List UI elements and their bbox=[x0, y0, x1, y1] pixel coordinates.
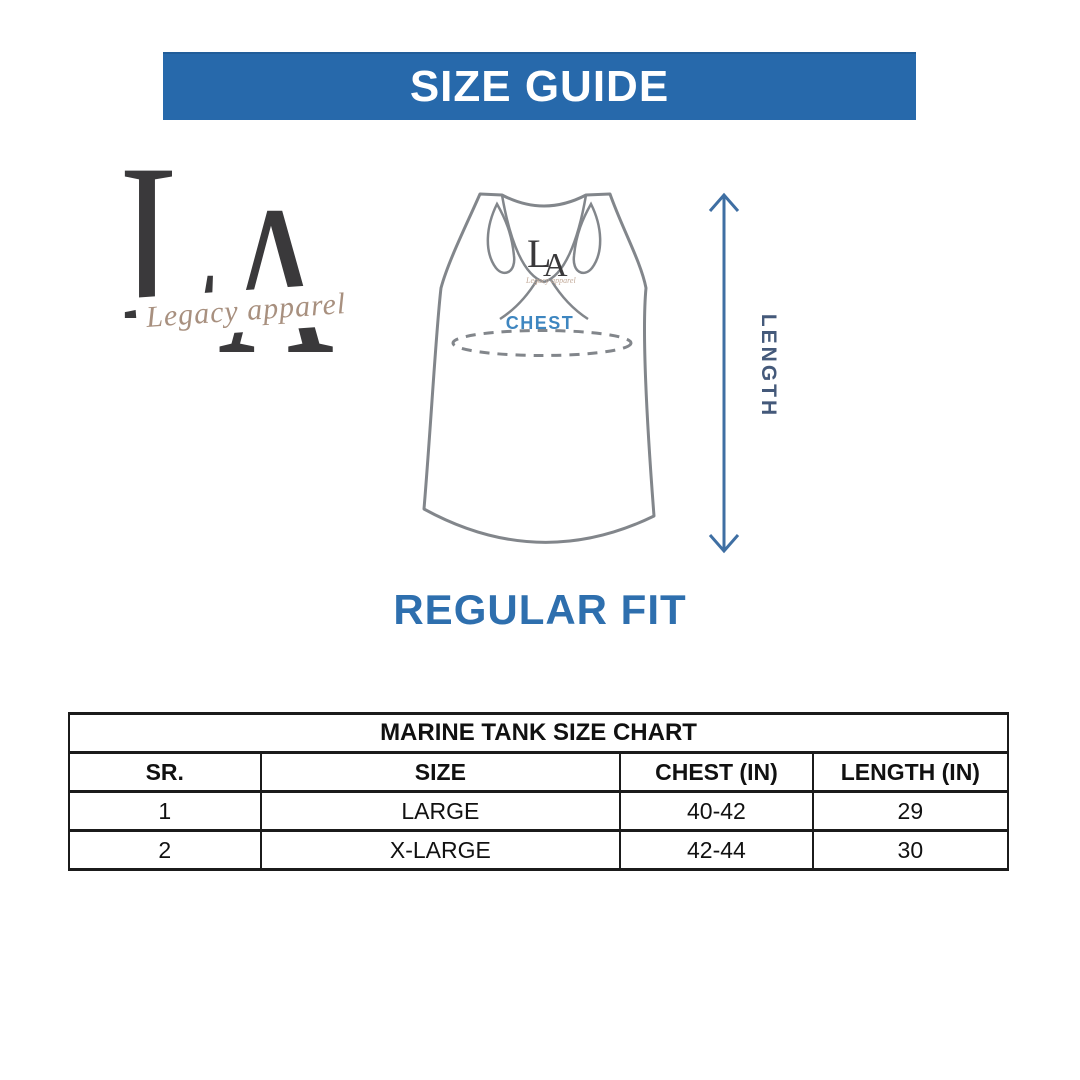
cell-size: LARGE bbox=[259, 790, 622, 832]
size-chart-table: MARINE TANK SIZE CHART SR. SIZE CHEST (I… bbox=[68, 712, 1010, 871]
table-title-row: MARINE TANK SIZE CHART bbox=[68, 712, 1009, 754]
col-header-sr: SR. bbox=[68, 751, 262, 793]
tank-armhole-left bbox=[486, 201, 516, 275]
table-header-row: SR. SIZE CHEST (IN) LENGTH (IN) bbox=[68, 751, 1010, 793]
table-title: MARINE TANK SIZE CHART bbox=[68, 712, 1009, 754]
brand-letter-a: A bbox=[218, 162, 334, 399]
chest-measure-ellipse bbox=[451, 329, 633, 357]
table-row: 1 LARGE 40-42 29 bbox=[68, 790, 1010, 832]
cell-length: 29 bbox=[811, 790, 1010, 832]
cell-chest: 42-44 bbox=[619, 829, 814, 871]
tank-outline bbox=[422, 192, 656, 544]
cell-length: 30 bbox=[811, 829, 1010, 871]
length-arrow bbox=[708, 192, 740, 554]
tank-back-seam-left bbox=[499, 279, 539, 321]
size-guide-banner: SIZE GUIDE bbox=[163, 52, 916, 120]
cell-chest: 40-42 bbox=[619, 790, 814, 832]
tank-diagram: L A Legacy apparel CHEST LENGTH bbox=[422, 192, 780, 554]
col-header-chest: CHEST (IN) bbox=[619, 751, 814, 793]
fit-label: REGULAR FIT bbox=[393, 586, 687, 633]
table-row: 2 X-LARGE 42-44 30 bbox=[68, 829, 1010, 871]
watermark-letter-a: A bbox=[543, 247, 568, 284]
cell-sr: 2 bbox=[68, 829, 262, 871]
col-header-length: LENGTH (IN) bbox=[811, 751, 1010, 793]
chest-label: CHEST bbox=[506, 313, 575, 333]
watermark-script: Legacy apparel bbox=[525, 276, 576, 285]
banner-title: SIZE GUIDE bbox=[409, 62, 670, 111]
brand-logo: L A Legacy apparel bbox=[118, 130, 358, 399]
cell-size: X-LARGE bbox=[259, 829, 622, 871]
tank-armhole-right bbox=[572, 201, 602, 275]
length-label: LENGTH bbox=[757, 314, 780, 418]
watermark-letter-l: L bbox=[527, 231, 551, 276]
col-header-size: SIZE bbox=[259, 751, 622, 793]
tank-back-seam-right bbox=[549, 279, 589, 321]
cell-sr: 1 bbox=[68, 790, 262, 832]
